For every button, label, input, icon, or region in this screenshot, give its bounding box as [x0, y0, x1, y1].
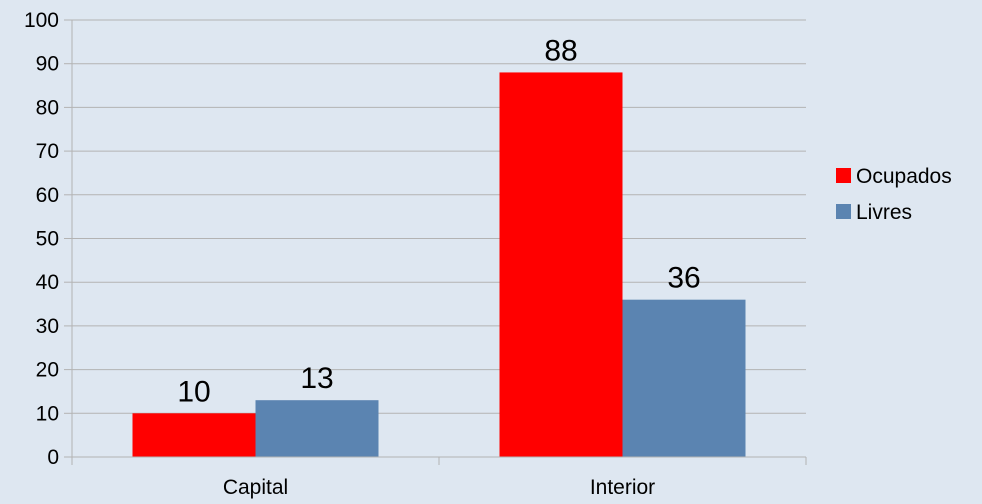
bar — [255, 400, 379, 457]
y-tick-label: 70 — [36, 140, 59, 163]
y-tick-label: 80 — [36, 96, 59, 119]
data-label: 36 — [667, 262, 700, 295]
y-tick-label: 40 — [36, 271, 59, 294]
legend-swatch — [836, 204, 851, 219]
x-tick-label: Capital — [223, 476, 288, 499]
y-tick-label: 10 — [36, 402, 59, 425]
data-label: 10 — [177, 375, 210, 408]
legend-label: Ocupados — [856, 165, 952, 188]
data-labels: 10 13 88 36 — [177, 34, 700, 408]
x-tick-label: Interior — [590, 476, 655, 499]
legend-label: Livres — [856, 201, 912, 224]
data-label: 88 — [544, 34, 577, 67]
data-label: 13 — [300, 362, 333, 395]
y-tick-label: 50 — [36, 228, 59, 251]
bars — [132, 72, 746, 457]
axes: 0 10 20 30 40 50 60 70 80 90 100 Capital Interior — [24, 9, 807, 499]
y-tick-label: 90 — [36, 53, 59, 76]
bar — [499, 72, 623, 457]
y-tick-label: 100 — [24, 9, 59, 32]
y-tick-label: 60 — [36, 184, 59, 207]
legend: Ocupados Livres — [836, 165, 952, 224]
gridlines — [72, 19, 806, 414]
y-tick-label: 20 — [36, 359, 59, 382]
y-tick-label: 30 — [36, 315, 59, 338]
bar — [622, 299, 746, 457]
y-tick-label: 0 — [47, 446, 59, 469]
legend-swatch — [836, 168, 851, 183]
bar — [132, 413, 256, 457]
